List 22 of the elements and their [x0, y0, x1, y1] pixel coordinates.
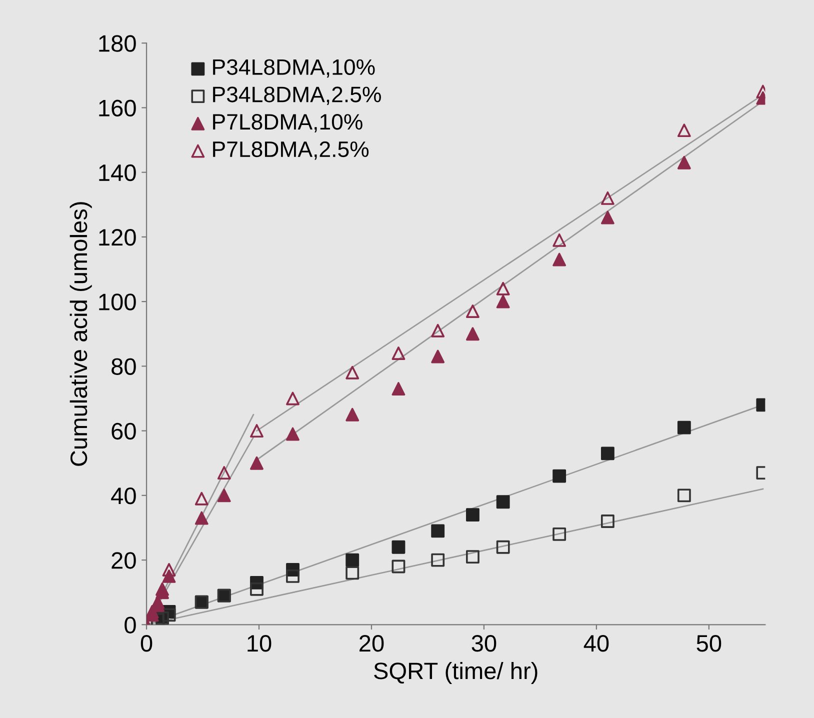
legend-label: P34L8DMA,10% [213, 59, 375, 78]
x-tick-label: 20 [360, 635, 384, 652]
x-tick-label: 0 [140, 635, 152, 652]
y-tick-label: 20 [112, 552, 136, 569]
y-tick-label: 60 [112, 422, 136, 440]
y-tick-label: 180 [99, 35, 136, 52]
y-tick-label: 0 [124, 616, 136, 634]
legend-label: P7L8DMA,2.5% [213, 141, 369, 160]
x-tick-label: 30 [472, 635, 496, 652]
x-tick-label: 50 [696, 635, 722, 652]
legend-label: P34L8DMA,2.5% [213, 86, 381, 105]
x-tick-label: 40 [584, 635, 609, 652]
x-tick-label: 10 [248, 635, 272, 652]
x-axis-title: SQRT (time/ hr) [374, 662, 538, 684]
y-tick-label: 160 [99, 100, 136, 116]
y-tick-label: 100 [99, 294, 136, 310]
y-tick-label: 40 [111, 487, 136, 504]
y-tick-label: 120 [99, 229, 136, 246]
legend-label: P7L8DMA,10% [213, 114, 362, 132]
y-tick-label: 80 [112, 358, 136, 375]
y-axis-title: Cumulative acid (umoles) [70, 202, 92, 466]
y-tick-label: 140 [99, 164, 136, 182]
